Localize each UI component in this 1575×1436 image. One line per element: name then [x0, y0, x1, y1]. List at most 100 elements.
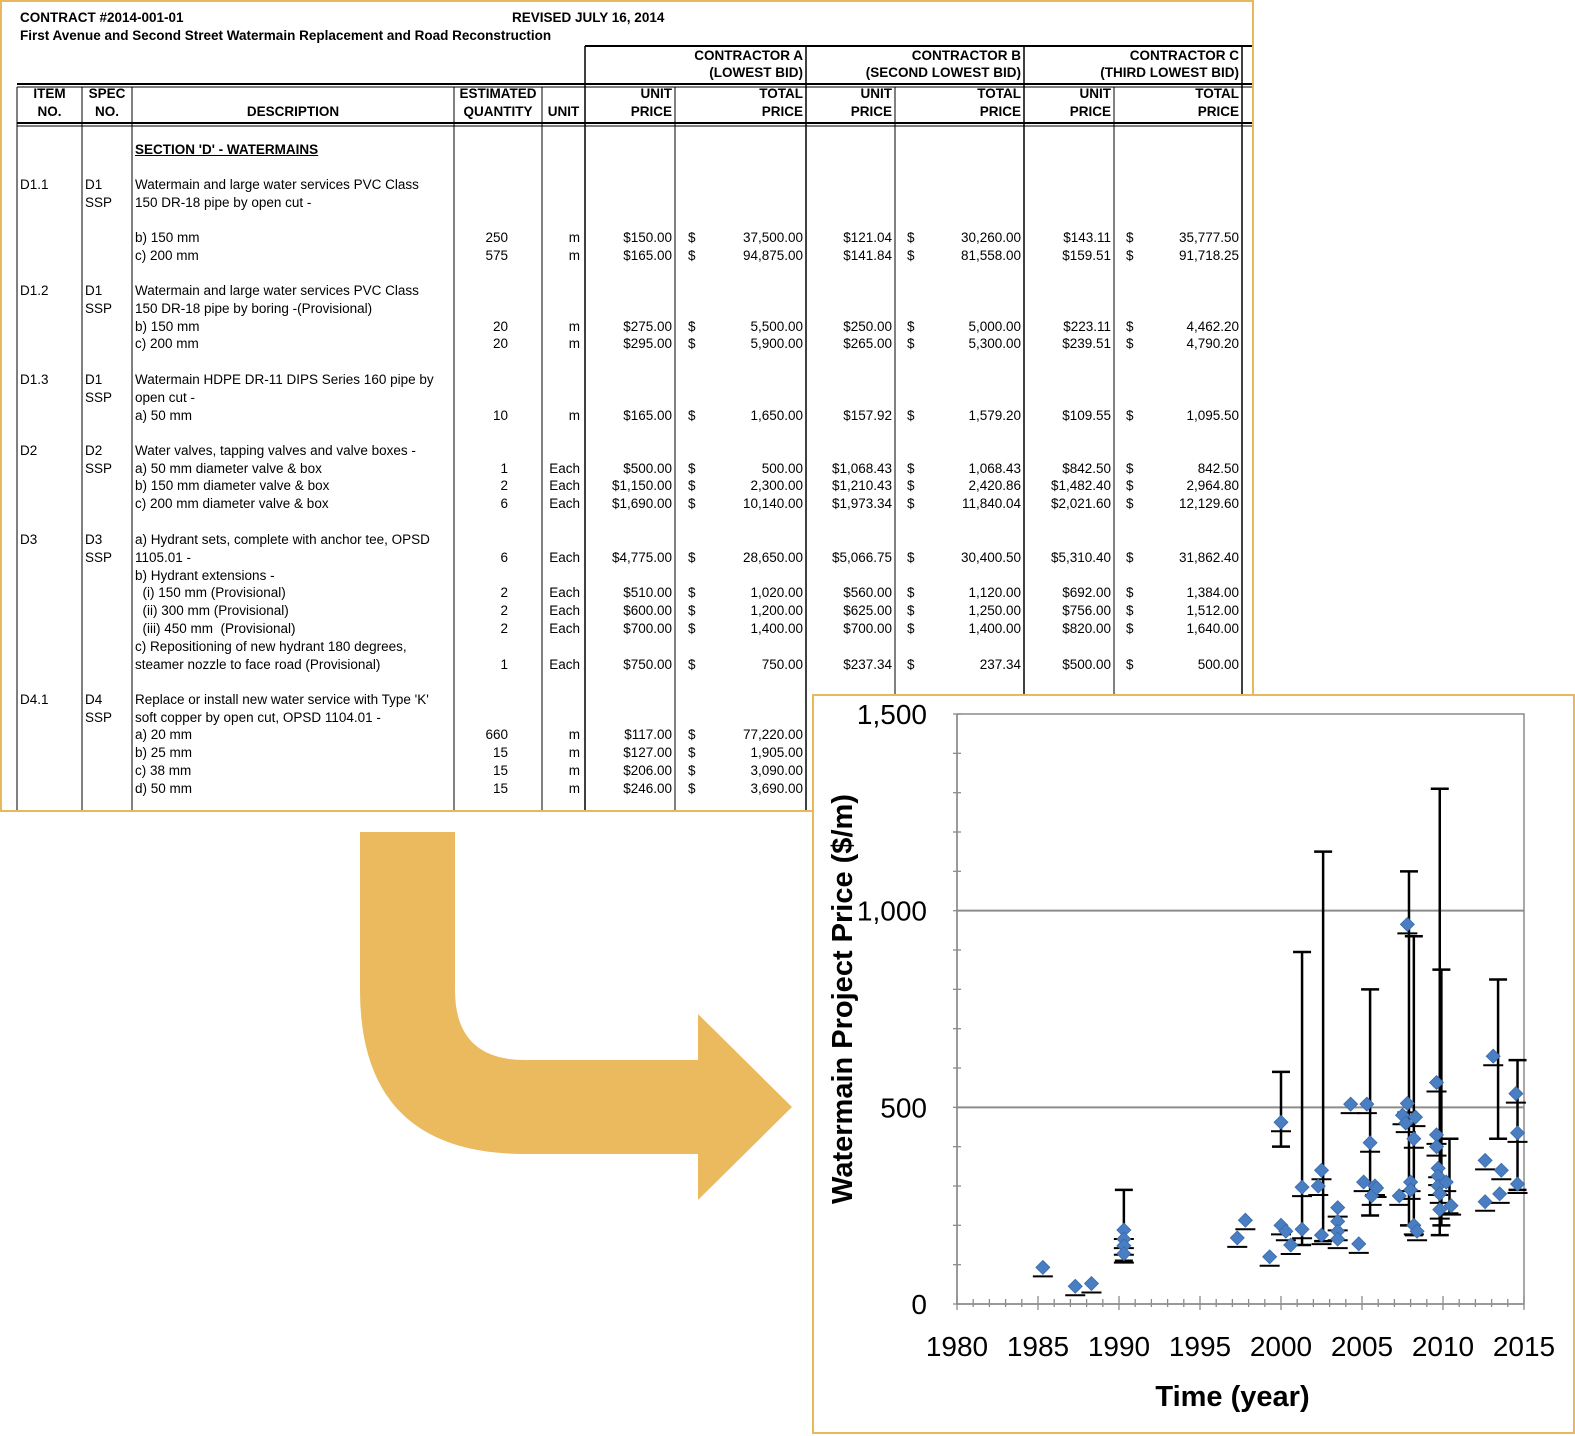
dollar-sign: $ — [907, 336, 915, 351]
x-tick-label: 2015 — [1493, 1331, 1555, 1362]
contractor-a-rank: (LOWEST BID) — [709, 65, 803, 80]
c-unit-value: $159.51 — [1062, 248, 1111, 263]
a-total-value: 28,650.00 — [742, 549, 803, 565]
unit-value: Each — [549, 603, 580, 618]
data-point — [1273, 1114, 1289, 1130]
col-header-item: ITEM — [33, 86, 66, 101]
dollar-sign: $ — [907, 585, 915, 600]
b-total-value: 5,300.00 — [968, 336, 1021, 351]
error-bar — [1489, 978, 1508, 1141]
c-unit-value: $500.00 — [1062, 656, 1111, 672]
dollar-sign: $ — [688, 319, 696, 334]
dollar-sign: $ — [907, 603, 915, 618]
dollar-sign: $ — [907, 461, 915, 476]
unit-value: m — [568, 781, 580, 796]
b-total-value: 5,000.00 — [968, 319, 1021, 334]
col-header-unit: UNIT — [547, 104, 580, 119]
spec-number: D2 — [85, 443, 103, 458]
data-point — [1407, 1109, 1424, 1125]
spec-number: D1 — [85, 177, 103, 192]
col-header-quantity: QUANTITY — [463, 104, 533, 119]
qty-value: 15 — [492, 763, 508, 778]
col-header-b-total: TOTAL — [977, 86, 1021, 101]
data-point — [1509, 1125, 1526, 1141]
a-total-value: 3,090.00 — [750, 763, 803, 778]
a-unit-value: $150.00 — [623, 230, 672, 245]
item-number: D1.3 — [20, 372, 49, 387]
dollar-sign: $ — [688, 408, 696, 423]
c-unit-value: $842.50 — [1062, 461, 1111, 476]
a-total-value: 10,140.00 — [742, 496, 803, 511]
unit-value: Each — [549, 621, 580, 636]
unit-value: Each — [549, 656, 580, 672]
c-unit-value: $1,482.40 — [1050, 478, 1111, 493]
data-point — [1294, 1221, 1310, 1237]
data-point — [1330, 1231, 1346, 1247]
data-point — [1283, 1237, 1299, 1253]
data-point — [1406, 1131, 1422, 1147]
unit-value: m — [568, 408, 580, 423]
data-point — [1067, 1278, 1083, 1294]
col-header-b-unit: UNIT — [860, 86, 893, 101]
a-total-value: 94,875.00 — [742, 248, 803, 263]
x-tick-label: 1980 — [926, 1331, 988, 1362]
error-bar — [1430, 787, 1449, 1237]
b-total-value: 11,840.04 — [961, 496, 1021, 511]
item-description: soft copper by open cut, OPSD 1104.01 - — [135, 709, 381, 725]
a-unit-value: $275.00 — [623, 319, 672, 334]
unit-value: Each — [549, 585, 580, 600]
item-description: d) 50 mm — [135, 781, 193, 796]
data-point — [1313, 1227, 1330, 1243]
b-total-value: 30,260.00 — [960, 230, 1021, 245]
col-header-b-total-price: PRICE — [979, 104, 1021, 119]
data-point — [1492, 1186, 1508, 1202]
unit-value: m — [568, 745, 580, 760]
x-tick-label: 1995 — [1169, 1331, 1231, 1362]
col-header-a-unit-price: PRICE — [630, 104, 672, 119]
a-total-value: 1,020.00 — [750, 585, 803, 600]
dollar-sign: $ — [688, 478, 696, 493]
dollar-sign: $ — [1126, 585, 1134, 600]
item-number: D1.1 — [20, 177, 49, 192]
b-unit-value: $121.04 — [843, 230, 892, 245]
contractor-c-name: CONTRACTOR C — [1129, 48, 1239, 63]
dollar-sign: $ — [1126, 408, 1134, 423]
c-total-value: 31,862.40 — [1178, 549, 1239, 565]
b-unit-value: $625.00 — [843, 603, 892, 618]
item-description: a) Hydrant sets, complete with anchor te… — [135, 532, 430, 547]
c-total-value: 12,129.60 — [1178, 496, 1239, 511]
c-unit-value: $239.51 — [1062, 336, 1111, 351]
data-point — [1351, 1236, 1367, 1252]
spec-number: D1 — [85, 372, 103, 387]
spec-number: SSP — [85, 709, 113, 725]
dollar-sign: $ — [907, 408, 915, 423]
data-point — [1116, 1246, 1132, 1262]
b-unit-value: $560.00 — [843, 585, 892, 600]
dollar-sign: $ — [1126, 248, 1134, 263]
col-header-spec-no: NO. — [94, 104, 119, 119]
data-point — [1477, 1194, 1493, 1210]
data-point — [1359, 1096, 1375, 1112]
dollar-sign: $ — [1126, 319, 1134, 334]
dollar-sign: $ — [907, 496, 915, 511]
item-description: Water valves, tapping valves and valve b… — [135, 443, 416, 458]
b-total-value: 1,579.20 — [968, 408, 1021, 423]
data-point — [1432, 1186, 1448, 1202]
data-point — [1035, 1259, 1051, 1275]
data-point — [1399, 1095, 1415, 1111]
c-total-value: 842.50 — [1197, 461, 1239, 476]
data-point — [1330, 1200, 1346, 1216]
c-total-value: 1,512.00 — [1186, 603, 1239, 618]
y-axis-title: Watermain Project Price ($/m) — [827, 794, 859, 1204]
qty-value: 6 — [500, 549, 508, 565]
dollar-sign: $ — [907, 478, 915, 493]
a-total-value: 2,300.00 — [750, 478, 803, 493]
spec-number: D3 — [85, 532, 103, 547]
c-total-value: 1,384.00 — [1186, 585, 1239, 600]
error-bar — [1272, 1070, 1290, 1148]
dollar-sign: $ — [1126, 496, 1134, 511]
c-total-value: 1,095.50 — [1186, 408, 1239, 423]
c-total-value: 35,777.50 — [1178, 230, 1239, 245]
dollar-sign: $ — [1126, 336, 1134, 351]
spec-number: SSP — [85, 194, 113, 210]
